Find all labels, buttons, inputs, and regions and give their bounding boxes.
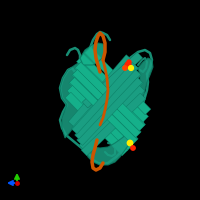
Point (126, 63, 130, 67)
Polygon shape (77, 77, 143, 146)
Point (123, 66, 127, 70)
Point (131, 146, 135, 150)
Polygon shape (75, 62, 145, 131)
Point (15, 181, 19, 185)
Polygon shape (85, 133, 133, 165)
Polygon shape (77, 54, 148, 124)
Polygon shape (70, 78, 137, 144)
Polygon shape (65, 92, 128, 156)
Polygon shape (82, 52, 143, 108)
Polygon shape (81, 93, 146, 156)
Polygon shape (75, 69, 141, 141)
Polygon shape (138, 58, 153, 103)
Polygon shape (71, 62, 139, 135)
Polygon shape (68, 55, 134, 128)
Point (128, 141, 132, 145)
Polygon shape (72, 62, 138, 135)
Polygon shape (67, 85, 133, 151)
Polygon shape (69, 77, 138, 145)
Polygon shape (73, 70, 140, 137)
Point (129, 66, 133, 70)
Point (127, 60, 131, 64)
Polygon shape (74, 61, 146, 132)
Polygon shape (80, 43, 105, 65)
Polygon shape (72, 69, 141, 138)
Polygon shape (77, 78, 143, 145)
Polygon shape (75, 70, 141, 140)
Polygon shape (79, 85, 145, 151)
Polygon shape (60, 62, 83, 138)
Polygon shape (85, 47, 151, 115)
